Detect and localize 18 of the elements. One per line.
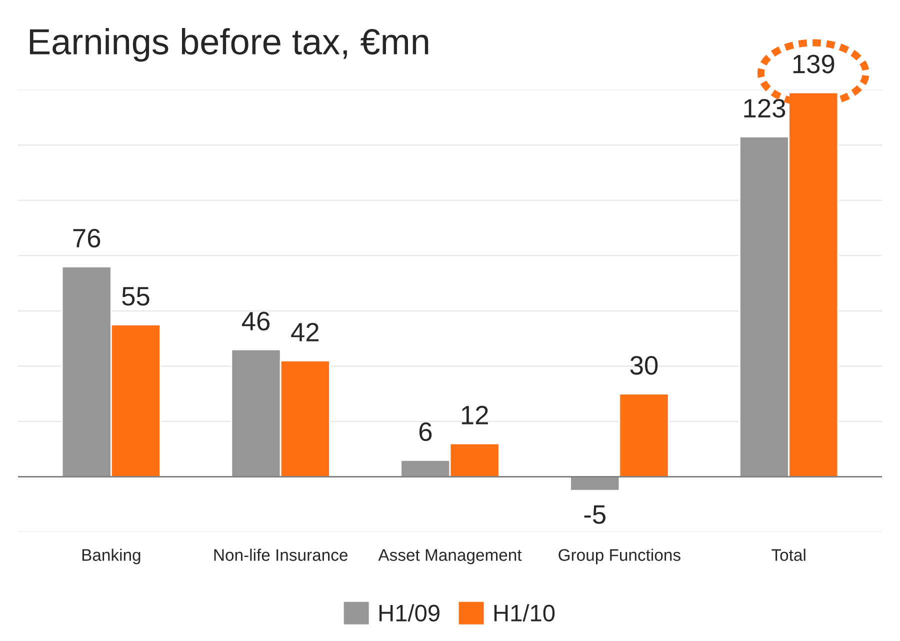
chart-title: Earnings before tax, €mn <box>30 28 428 62</box>
x-tick-label: Group Functions <box>558 548 680 564</box>
data-label: 12 <box>462 406 488 424</box>
data-label: 42 <box>291 322 319 342</box>
data-label: 30 <box>630 356 658 375</box>
legend-label: H1/09 <box>379 604 440 622</box>
legend-label: H1/10 <box>494 604 555 622</box>
data-label: 55 <box>122 287 150 306</box>
data-label: 123 <box>744 98 786 118</box>
data-label: -5 <box>584 505 606 524</box>
x-tick-label: Total <box>772 548 806 561</box>
x-tick-label: Banking <box>82 548 140 564</box>
data-label: 46 <box>242 312 270 330</box>
data-label: 76 <box>73 228 100 248</box>
x-tick-label: Non-life Insurance <box>214 548 348 561</box>
data-label: 6 <box>419 422 432 442</box>
x-tick-label: Asset Management <box>378 549 522 564</box>
data-label: 139 <box>793 54 834 74</box>
